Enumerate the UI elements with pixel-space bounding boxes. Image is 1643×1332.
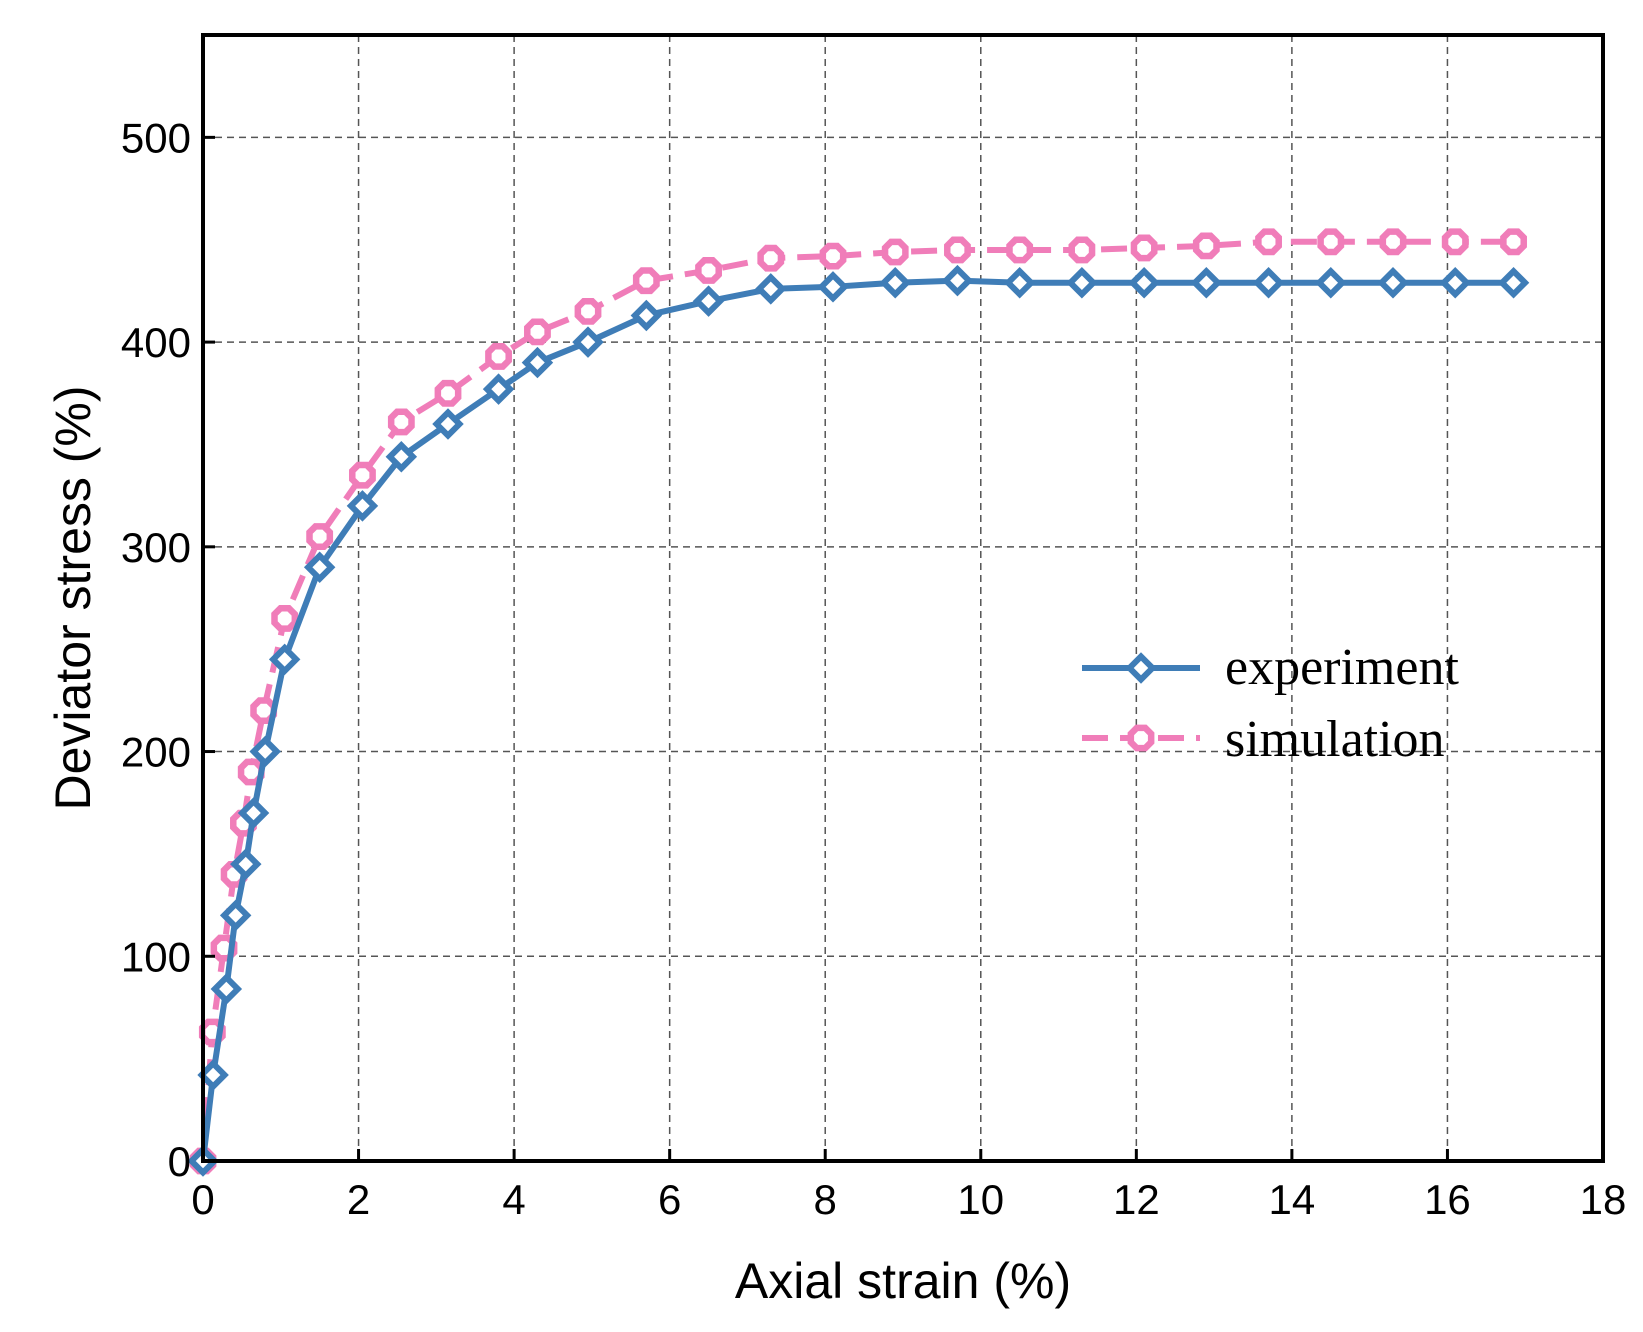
x-axis-tick-labels: 0 2 4 6 8 10 12 14 16 18 (191, 1176, 1626, 1223)
data-point-simulation (237, 758, 265, 786)
plot-frame (201, 33, 1605, 1163)
data-point-experiment (630, 299, 663, 332)
y-tick-label: 500 (121, 114, 191, 161)
data-point-experiment (1128, 266, 1160, 299)
data-point-experiment (572, 326, 604, 358)
data-point-experiment (268, 643, 301, 676)
data-point-simulation (387, 408, 415, 436)
y-tick-label: 0 (168, 1138, 191, 1185)
data-point-simulation (881, 238, 909, 266)
data-point-experiment (755, 273, 787, 305)
legend-label-experiment: experiment (1225, 639, 1459, 696)
data-point-experiment (879, 266, 911, 299)
x-axis-label: Axial strain (%) (735, 1253, 1071, 1309)
data-point-simulation (944, 236, 971, 264)
data-point-experiment (1377, 266, 1409, 299)
series-layer (187, 228, 1530, 1177)
data-point-simulation (1006, 236, 1034, 264)
y-tick-label: 300 (121, 524, 191, 571)
data-point-experiment (230, 848, 262, 880)
data-point-simulation (574, 297, 602, 325)
data-point-simulation (1192, 232, 1220, 260)
data-point-simulation (485, 343, 512, 370)
data-point-simulation (1130, 234, 1158, 262)
axis-ticks (201, 135, 1605, 1163)
data-point-simulation (1317, 228, 1345, 256)
y-tick-label: 100 (121, 933, 191, 980)
data-point-simulation (524, 318, 551, 346)
data-point-experiment (521, 346, 554, 379)
data-point-experiment (385, 440, 418, 473)
x-tick-label: 16 (1424, 1176, 1471, 1223)
data-point-simulation (757, 244, 785, 272)
data-point-simulation (632, 267, 660, 295)
legend-label-simulation: simulation (1225, 711, 1445, 768)
series-experiment (187, 264, 1530, 1177)
data-point-simulation (434, 379, 462, 407)
data-point-simulation (1379, 228, 1407, 256)
data-point-experiment (1315, 266, 1347, 299)
x-tick-label: 14 (1269, 1176, 1316, 1223)
data-point-simulation (349, 461, 376, 489)
data-point-experiment (303, 551, 336, 584)
legend-marker-shape (1127, 724, 1155, 752)
data-point-experiment (197, 1059, 229, 1091)
data-point-simulation (306, 523, 334, 550)
data-point-experiment (482, 373, 515, 405)
y-tick-label: 200 (121, 729, 191, 776)
data-point-experiment (1190, 266, 1223, 299)
data-point-experiment (1497, 266, 1530, 299)
y-axis-label: Deviator stress (%) (45, 385, 101, 810)
legend: experiment simulation (1082, 639, 1459, 768)
data-point-simulation (819, 242, 847, 270)
data-point-experiment (237, 797, 270, 829)
data-point-experiment (346, 490, 379, 522)
data-point-simulation (1068, 236, 1096, 264)
x-tick-label: 6 (658, 1176, 681, 1223)
data-point-simulation (250, 697, 278, 725)
legend-marker-simulation (1127, 724, 1155, 752)
data-point-experiment (1003, 266, 1036, 299)
series-simulation (189, 228, 1527, 1175)
data-point-experiment (692, 285, 725, 317)
y-tick-label: 400 (121, 319, 191, 366)
data-point-simulation (271, 605, 299, 632)
data-point-simulation (695, 257, 722, 284)
x-tick-label: 18 (1580, 1176, 1627, 1223)
data-point-experiment (1252, 266, 1285, 299)
data-point-experiment (1439, 266, 1471, 299)
x-tick-label: 8 (814, 1176, 837, 1223)
data-point-experiment (1066, 266, 1098, 299)
data-point-simulation (1441, 228, 1469, 256)
data-point-simulation (1255, 228, 1282, 256)
data-point-experiment (432, 408, 464, 440)
series-line-simulation (200, 238, 1514, 1162)
data-point-experiment (249, 735, 281, 768)
data-point-experiment (817, 271, 849, 303)
data-point-experiment (941, 264, 974, 297)
x-tick-label: 0 (191, 1176, 214, 1223)
x-tick-label: 10 (957, 1176, 1004, 1223)
data-point-simulation (1500, 228, 1527, 256)
x-tick-label: 2 (347, 1176, 370, 1223)
legend-marker-shape (1125, 652, 1157, 684)
data-point-experiment (219, 899, 252, 932)
x-tick-label: 4 (502, 1176, 525, 1223)
x-tick-label: 12 (1113, 1176, 1160, 1223)
grid (203, 35, 1603, 1161)
y-axis-tick-labels: 0 100 200 300 400 500 (121, 114, 191, 1185)
data-point-experiment (210, 973, 243, 1005)
legend-marker-experiment (1125, 652, 1157, 684)
